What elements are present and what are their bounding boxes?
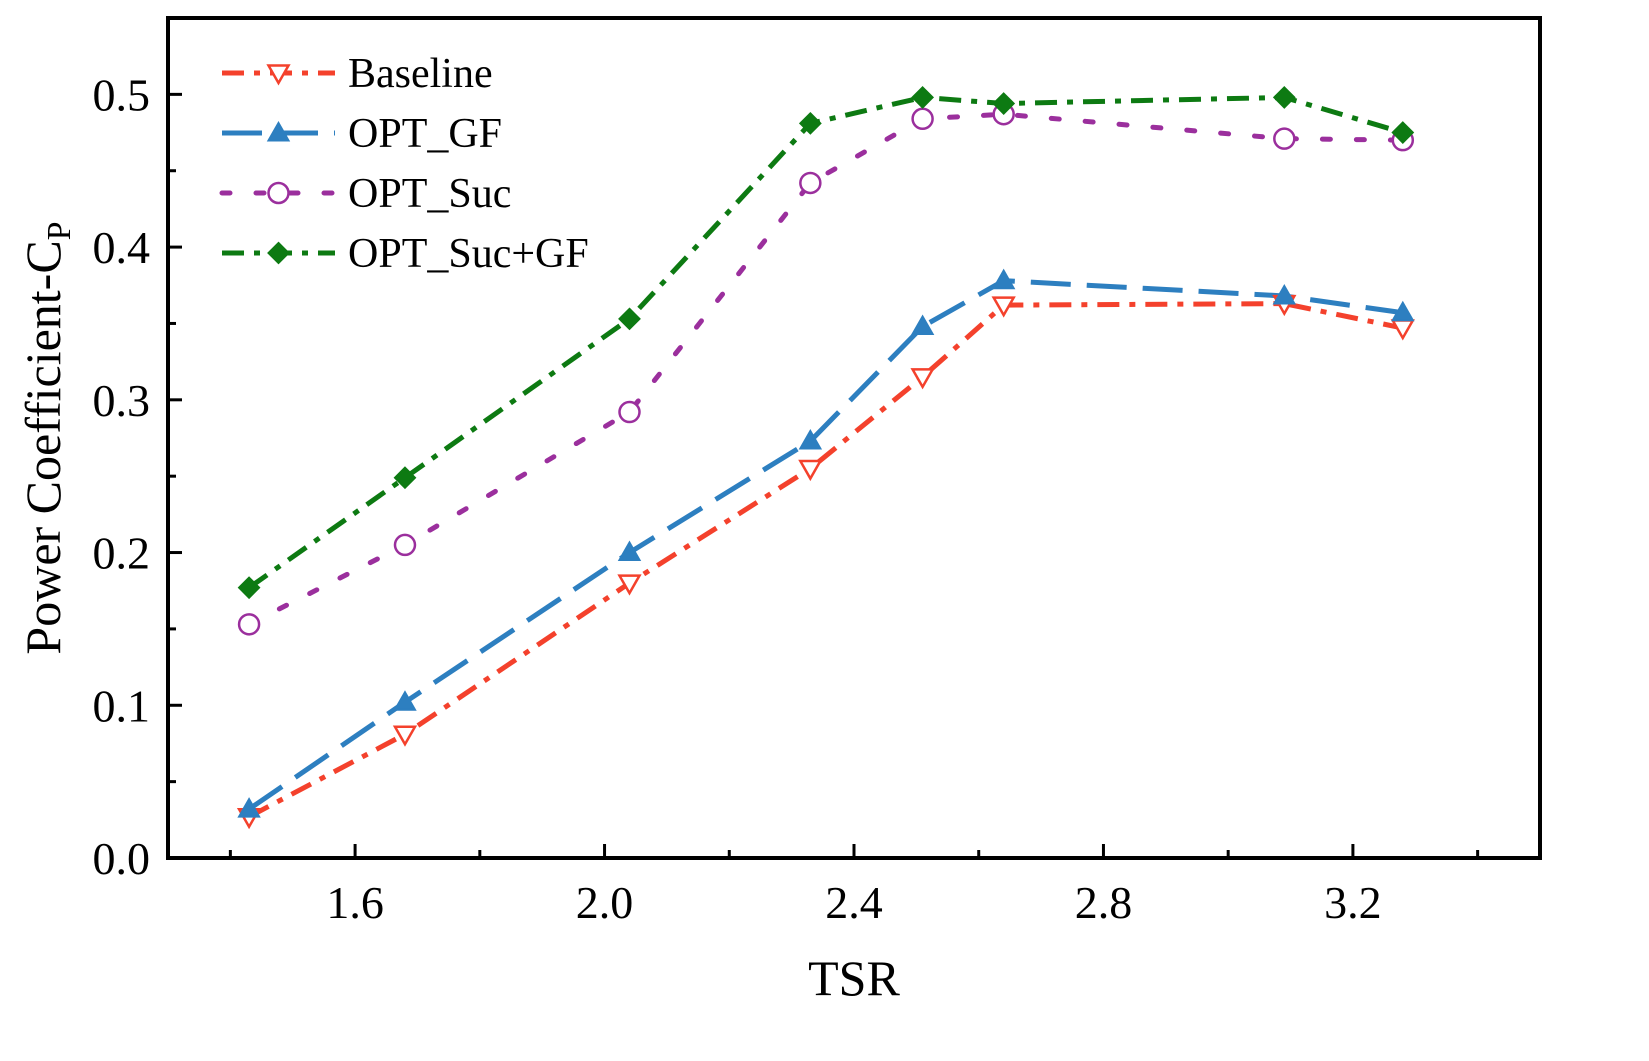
y-axis-title-main: Power Coefficient-C [15,240,71,654]
data-point-opt-gf [393,690,417,711]
series-lines [246,94,1406,819]
data-point-opt-suc-gf [237,576,261,600]
y-axis-title-subscript: P [41,221,78,240]
legend-label-opt-gf: OPT_GF [348,111,502,157]
legend-marker-opt-suc-gf [267,241,290,265]
data-point-baseline [798,459,823,482]
data-point-baseline [910,368,935,390]
data-point-opt-suc-gf [911,86,935,109]
legend-marker-opt-gf [266,120,291,142]
legend-label-opt-suc-gf: OPT_Suc+GF [348,231,589,277]
series-line-opt-suc-gf [247,94,1404,590]
legend-marker-opt-suc [267,181,290,205]
x-tick-label: 3.2 [1324,877,1382,928]
data-point-opt-suc [911,107,934,131]
data-point-opt-gf [1272,283,1297,305]
data-point-opt-gf [617,540,642,562]
data-point-opt-suc-gf [798,111,822,135]
x-tick-label: 2.0 [576,877,634,928]
legend-marker-baseline [266,64,291,86]
data-point-opt-suc [237,613,261,636]
data-point-opt-gf [237,797,261,818]
data-point-opt-gf [910,314,935,336]
data-point-baseline [392,725,418,747]
y-axis-title: Power Coefficient-CP [15,221,78,654]
data-point-opt-suc-gf [618,307,641,331]
data-point-opt-suc [1273,127,1296,150]
data-point-opt-suc-gf [992,92,1016,115]
y-tick-label: 0.1 [93,680,151,731]
legend-label-opt-suc: OPT_Suc [348,171,511,217]
x-axis: 1.6 2.0 2.4 2.8 3.2 [228,844,1480,928]
series-line-opt-gf [247,278,1404,812]
data-point-opt-suc-gf [1391,121,1415,144]
data-point-opt-suc-gf [1272,86,1296,109]
series-line-baseline [247,301,1404,819]
legend-label-baseline: Baseline [348,51,493,97]
x-tick-label: 1.6 [326,877,384,928]
data-point-opt-suc [799,171,822,195]
x-tick-label: 2.4 [825,877,883,928]
y-tick-label: 0.0 [93,833,151,884]
legend: Baseline OPT_GF OPT_Suc OPT_Suc+GF [219,51,589,277]
data-point-opt-gf [798,429,823,450]
series-line-opt-suc [246,111,1406,627]
data-point-opt-gf [991,268,1016,290]
x-axis-title: TSR [808,950,900,1006]
data-point-opt-suc [618,400,641,424]
y-axis: 0.0 0.1 0.2 0.3 0.4 0.5 [93,16,182,884]
y-tick-label: 0.3 [93,375,151,426]
series-markers [236,86,1415,830]
y-tick-label: 0.5 [93,69,151,120]
x-tick-label: 2.8 [1075,877,1133,928]
data-point-opt-suc [393,533,417,557]
data-point-baseline [991,296,1016,318]
data-point-opt-suc-gf [393,466,417,490]
data-point-opt-gf [1391,300,1415,322]
data-point-baseline [617,574,642,596]
y-tick-label: 0.4 [93,222,151,273]
y-tick-label: 0.2 [93,528,151,579]
